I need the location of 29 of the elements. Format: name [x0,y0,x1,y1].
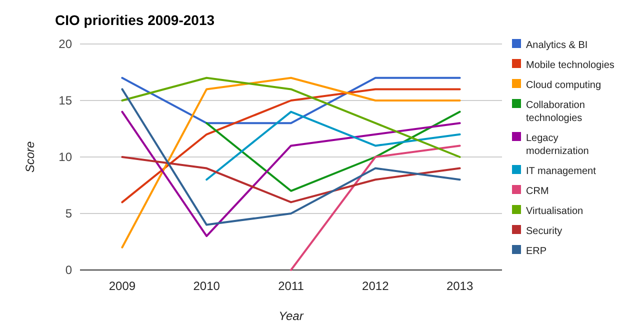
x-tick-label: 2011 [278,279,304,293]
y-tick-label: 0 [65,263,72,278]
legend-label: CRM [526,186,549,197]
line-series [121,88,461,204]
line-series [121,110,461,238]
y-tick-label: 10 [58,150,72,164]
legend-label: Analytics & BI [526,40,588,51]
y-axis-title: Score [23,141,37,173]
legend-label: Collaboration technologies [526,100,585,124]
x-tick-label: 2009 [108,279,136,293]
legend-label: Legacy modernization [526,133,589,157]
legend-label: Virtualisation [526,206,584,217]
x-tick-label: 2013 [446,279,474,293]
legend-label: IT management [526,166,596,177]
legend-label: Security [526,226,562,237]
x-axis-title: Year [278,309,304,323]
line-series [121,76,461,248]
y-tick-label: 5 [65,206,72,221]
y-tick-label: 15 [58,94,72,108]
legend-label: ERP [526,246,547,257]
chart-title: CIO priorities 2009-2013 [55,12,215,28]
line-series [121,88,461,226]
legend-label: Mobile technologies [526,60,614,71]
x-tick-label: 2012 [362,279,390,293]
y-tick-label: 20 [58,37,72,52]
line-series [121,156,461,204]
line-series [121,76,461,158]
legend-label: Cloud computing [526,80,602,91]
x-tick-label: 2010 [193,279,220,293]
